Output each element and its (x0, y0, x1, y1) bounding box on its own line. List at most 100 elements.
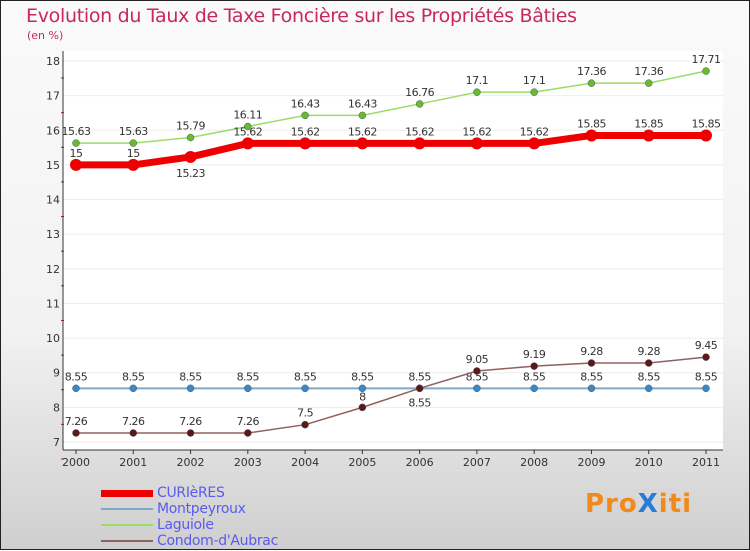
data-label: 7.26 (237, 415, 260, 428)
x-tick-label: 2008 (520, 456, 548, 469)
x-tick-label: 2000 (62, 456, 90, 469)
data-point (642, 129, 655, 142)
data-point (241, 137, 254, 150)
series-line-CURIèRES (76, 131, 706, 169)
y-tick-label: 13 (46, 228, 60, 241)
y-tick-label: 14 (46, 194, 60, 207)
legend-swatch (101, 489, 153, 497)
y-tick-label: 8 (53, 401, 60, 414)
data-point (358, 403, 367, 412)
y-tick-label: 16 (46, 124, 60, 137)
legend-label: Condom-d'Aubrac (157, 533, 278, 549)
data-point (72, 384, 80, 393)
data-label: 15.62 (520, 125, 549, 138)
data-point (415, 100, 424, 108)
data-label: 8.55 (408, 396, 431, 409)
chart-title: Evolution du Taux de Taxe Foncière sur l… (26, 5, 577, 27)
data-point (244, 429, 252, 437)
legend-item: Condom-d'Aubrac (101, 533, 278, 549)
data-label: 8 (359, 390, 366, 403)
data-label: 8.55 (65, 370, 88, 383)
data-point (473, 384, 481, 393)
x-tick-label: 2006 (406, 456, 434, 469)
data-label: 8.55 (179, 370, 202, 383)
legend-swatch (101, 540, 153, 542)
data-label: 16.76 (405, 86, 434, 99)
data-label: 8.55 (637, 370, 660, 383)
data-label: 15.85 (634, 117, 663, 130)
data-point (644, 359, 653, 367)
legend-item: Montpeyroux (101, 501, 278, 517)
data-point (473, 367, 481, 375)
data-label: 16.11 (233, 108, 262, 121)
data-label: 9.28 (637, 345, 660, 358)
legend-swatch (101, 508, 153, 510)
y-tick-label: 17 (46, 90, 60, 103)
data-label: 8.55 (695, 370, 718, 383)
data-label: 7.26 (179, 415, 202, 428)
data-point (299, 137, 312, 150)
data-point (129, 139, 138, 147)
data-point (702, 384, 710, 393)
plot-background (63, 51, 723, 450)
legend-label: Montpeyroux (157, 501, 246, 517)
data-point (702, 353, 710, 361)
data-label: 8.55 (122, 370, 145, 383)
x-tick-label: 2003 (234, 456, 262, 469)
data-point (587, 79, 596, 87)
x-tick-label: 2009 (577, 456, 605, 469)
data-point (244, 122, 252, 131)
data-label: 8.55 (466, 370, 489, 383)
y-tick-label: 10 (46, 332, 60, 345)
data-label: 9.28 (580, 345, 603, 358)
x-tick-label: 2011 (692, 456, 720, 469)
data-label: 15.79 (176, 120, 205, 133)
legend-item: Laguiole (101, 517, 278, 533)
data-point (644, 384, 653, 393)
data-point (301, 420, 309, 429)
data-point (530, 88, 538, 96)
series-line-Laguiole (76, 70, 707, 144)
data-point (129, 384, 138, 393)
data-label: 15.63 (119, 125, 148, 138)
data-label: 16.43 (291, 97, 320, 110)
x-tick-label: 2010 (635, 456, 663, 469)
data-label: 15.62 (405, 125, 434, 138)
data-label: 8.55 (237, 370, 260, 383)
data-point (644, 79, 653, 87)
data-point (186, 133, 195, 142)
data-label: 15.62 (291, 125, 320, 138)
data-label: 15.23 (176, 167, 205, 180)
chart-subtitle: (en %) (27, 29, 64, 42)
data-label: 8.55 (351, 370, 374, 383)
data-label: 16.43 (348, 97, 377, 110)
data-label: 17.71 (692, 53, 721, 66)
data-point (700, 129, 712, 142)
data-point (528, 137, 541, 150)
legend-label: Laguiole (157, 517, 214, 533)
data-label: 8.55 (294, 370, 317, 383)
data-point (244, 384, 252, 393)
data-label: 15.62 (233, 125, 262, 138)
data-label: 15.85 (692, 117, 721, 130)
data-point (127, 158, 140, 171)
data-label: 8.55 (408, 370, 431, 383)
data-label: 17.36 (634, 65, 663, 78)
data-label: 8.55 (523, 370, 546, 383)
data-label: 7.5 (297, 407, 313, 420)
data-point (184, 150, 197, 163)
y-tick-label: 7 (53, 436, 60, 449)
legend: CURIèRES Montpeyroux Laguiole Condom-d'Aubr… (101, 485, 278, 549)
x-tick-label: 2004 (291, 456, 319, 469)
data-point (301, 384, 309, 393)
data-point (72, 429, 80, 437)
data-label: 9.05 (466, 353, 489, 366)
legend-swatch (101, 524, 153, 526)
data-label: 9.45 (695, 339, 718, 352)
data-point (530, 384, 538, 393)
data-label: 8.55 (580, 370, 603, 383)
x-tick-label: 2002 (177, 456, 205, 469)
data-label: 17.1 (466, 74, 489, 87)
